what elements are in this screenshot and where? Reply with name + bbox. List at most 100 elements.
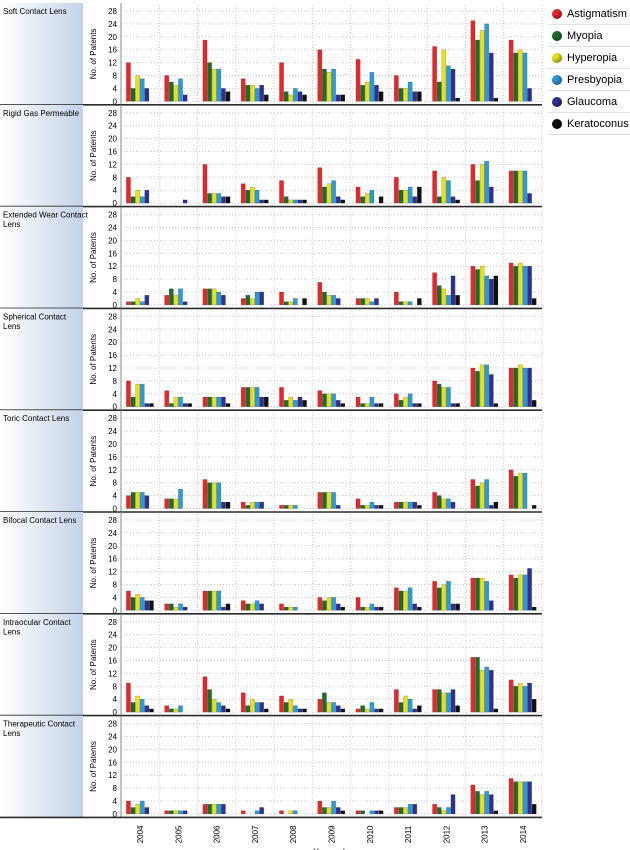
panel-title: Rigid Gas Permeable bbox=[3, 109, 80, 118]
y-tick-label: 4 bbox=[113, 84, 118, 93]
y-axis-title: No. of Patents bbox=[89, 741, 98, 792]
y-tick-label: 8 bbox=[113, 275, 118, 284]
bar: Intraocular Contact Lens | Hyperopia | 2… bbox=[364, 708, 370, 713]
bar: Soft Contact Lens | Presbyopia | 2006: 1… bbox=[216, 68, 222, 102]
bar: Therapeutic Contact Lens | Hyperopia | 2… bbox=[403, 807, 408, 815]
bar: Toric Contact Lens | Keratoconus | 2010:… bbox=[378, 505, 384, 509]
y-tick-label: 12 bbox=[108, 59, 117, 68]
bar: Intraocular Contact Lens | Astigmatism |… bbox=[202, 676, 208, 713]
bar: Intraocular Contact Lens | Keratoconus |… bbox=[263, 708, 269, 713]
bar: Rigid Gas Permeable | Astigmatism | 2013… bbox=[470, 164, 476, 204]
bar: Spherical Contact Lens | Presbyopia | 20… bbox=[522, 367, 528, 407]
bar: Toric Contact Lens | Astigmatism | 2012:… bbox=[432, 492, 437, 509]
y-tick-label: 0 bbox=[113, 199, 118, 208]
bar: Extended Wear Contact Lens | Myopia | 20… bbox=[322, 291, 327, 306]
bar: Toric Contact Lens | Myopia | 2014: 10 bbox=[513, 476, 519, 509]
bar: Therapeutic Contact Lens | Myopia | 2010… bbox=[360, 810, 365, 815]
bar: Toric Contact Lens | Keratoconus | 2011:… bbox=[417, 505, 422, 509]
bar: Toric Contact Lens | Myopia | 2009: 5 bbox=[322, 492, 327, 509]
bar: Therapeutic Contact Lens | Glaucoma | 20… bbox=[488, 794, 494, 815]
bar: Bifocal Contact Lens | Astigmatism | 200… bbox=[164, 603, 170, 611]
x-tick-label: 2009 bbox=[328, 825, 337, 843]
bar: Spherical Contact Lens | Glaucoma | 2006… bbox=[221, 396, 226, 407]
chart-legend: Astigmatism Myopia Hyperopia Presbyopia Glau… bbox=[548, 3, 630, 135]
y-tick-label: 24 bbox=[108, 427, 117, 436]
bar: Extended Wear Contact Lens | Presbyopia … bbox=[407, 301, 413, 306]
x-tick-label: 2014 bbox=[519, 825, 528, 843]
legend-item: Keratoconus bbox=[548, 113, 630, 135]
y-tick-label: 8 bbox=[113, 581, 118, 590]
bar: Intraocular Contact Lens | Glaucoma | 20… bbox=[412, 708, 418, 713]
bar: Bifocal Contact Lens | Glaucoma | 2006: … bbox=[221, 606, 226, 611]
x-tick-label: 2006 bbox=[213, 825, 222, 843]
y-axis-title: No. of Patents bbox=[89, 436, 98, 487]
y-tick-label: 20 bbox=[108, 135, 117, 144]
bar: Toric Contact Lens | Glaucoma | 2013: 1 bbox=[488, 505, 494, 509]
bar: Toric Contact Lens | Astigmatism | 2004:… bbox=[126, 495, 131, 509]
bar: Soft Contact Lens | Keratoconus | 2006: … bbox=[225, 91, 231, 102]
bar: Spherical Contact Lens | Myopia | 2004: … bbox=[130, 396, 136, 407]
bar: Extended Wear Contact Lens | Astigmatism… bbox=[240, 298, 246, 306]
bar: Toric Contact Lens | Astigmatism | 2007:… bbox=[240, 501, 246, 509]
bar: Bifocal Contact Lens | Presbyopia | 2014… bbox=[522, 574, 528, 611]
bar: Soft Contact Lens | Astigmatism | 2010: … bbox=[355, 59, 361, 102]
bar: Bifocal Contact Lens | Myopia | 2005: 2 bbox=[169, 603, 174, 611]
bar: Intraocular Contact Lens | Keratoconus |… bbox=[225, 708, 231, 713]
panel-title: Extended Wear Contact Lens bbox=[3, 211, 89, 230]
y-tick-label: 16 bbox=[108, 453, 117, 462]
bar: Toric Contact Lens | Hyperopia | 2011: 2 bbox=[403, 501, 408, 509]
panel-strip bbox=[0, 512, 83, 614]
bar: Spherical Contact Lens | Glaucoma | 2004… bbox=[144, 403, 150, 407]
bar: Spherical Contact Lens | Keratoconus | 2… bbox=[225, 403, 231, 407]
bar: Bifocal Contact Lens | Glaucoma | 2009: … bbox=[335, 603, 341, 611]
bar: Extended Wear Contact Lens | Hyperopia |… bbox=[326, 295, 332, 306]
bar: Bifocal Contact Lens | Myopia | 2014: 10 bbox=[513, 577, 519, 611]
chart-panel: Soft Contact Lens 0 4 8 12 16 20 24 28 No. of Pat… bbox=[0, 3, 543, 106]
bar: Intraocular Contact Lens | Hyperopia | 2… bbox=[518, 682, 523, 713]
bar: Toric Contact Lens | Myopia | 2004: 5 bbox=[130, 492, 136, 509]
bar: Spherical Contact Lens | Astigmatism | 2… bbox=[508, 367, 514, 407]
bar: Spherical Contact Lens | Presbyopia | 20… bbox=[484, 364, 489, 407]
bar: Extended Wear Contact Lens | Keratoconus… bbox=[417, 298, 422, 306]
bar: Intraocular Contact Lens | Astigmatism |… bbox=[279, 695, 284, 713]
bar: Therapeutic Contact Lens | Hyperopia | 2… bbox=[441, 810, 447, 815]
y-axis-title: No. of Patents bbox=[89, 538, 98, 589]
bar: Therapeutic Contact Lens | Presbyopia | … bbox=[293, 810, 298, 815]
bar: Bifocal Contact Lens | Glaucoma | 2012: … bbox=[450, 603, 456, 611]
y-tick-label: 16 bbox=[108, 657, 117, 666]
bar: Therapeutic Contact Lens | Presbyopia | … bbox=[446, 807, 451, 815]
bar: Extended Wear Contact Lens | Hyperopia |… bbox=[135, 298, 140, 306]
bar: Intraocular Contact Lens | Myopia | 2010… bbox=[360, 705, 365, 713]
bar: Rigid Gas Permeable | Glaucoma | 2007: 1 bbox=[259, 199, 264, 204]
bar: Spherical Contact Lens | Glaucoma | 2013… bbox=[488, 374, 494, 407]
bar: Therapeutic Contact Lens | Myopia | 2014… bbox=[513, 781, 519, 815]
y-tick-label: 28 bbox=[108, 516, 117, 525]
y-tick-label: 20 bbox=[108, 644, 117, 653]
bar: Soft Contact Lens | Astigmatism | 2014: … bbox=[508, 39, 514, 102]
bar: Rigid Gas Permeable | Myopia | 2011: 4 bbox=[398, 189, 404, 204]
legend-item: Glaucoma bbox=[548, 91, 630, 113]
bar: Therapeutic Contact Lens | Glaucoma | 20… bbox=[374, 810, 379, 815]
bar: Intraocular Contact Lens | Presbyopia | … bbox=[293, 705, 298, 713]
x-tick-label: 2008 bbox=[289, 825, 298, 843]
bar: Soft Contact Lens | Presbyopia | 2009: 1… bbox=[331, 68, 336, 102]
bar: Spherical Contact Lens | Keratoconus | 2… bbox=[187, 403, 193, 407]
bar: Extended Wear Contact Lens | Presbyopia … bbox=[293, 298, 298, 306]
bar: Intraocular Contact Lens | Keratoconus |… bbox=[417, 705, 422, 713]
legend-item: Hyperopia bbox=[548, 47, 630, 69]
bar: Toric Contact Lens | Keratoconus | 2006:… bbox=[225, 501, 231, 509]
bar: Bifocal Contact Lens | Myopia | 2012: 7 bbox=[436, 587, 442, 611]
y-tick-label: 24 bbox=[108, 122, 117, 131]
legend-swatch bbox=[552, 118, 562, 129]
bar: Rigid Gas Permeable | Glaucoma | 2008: 1 bbox=[297, 199, 303, 204]
y-tick-label: 12 bbox=[108, 466, 117, 475]
bar: Bifocal Contact Lens | Presbyopia | 2012… bbox=[446, 581, 451, 611]
bar: Spherical Contact Lens | Myopia | 2013: … bbox=[475, 371, 480, 407]
y-tick-label: 24 bbox=[108, 529, 117, 538]
bar: Intraocular Contact Lens | Hyperopia | 2… bbox=[135, 695, 140, 713]
bar: Spherical Contact Lens | Astigmatism | 2… bbox=[432, 380, 437, 407]
bar: Bifocal Contact Lens | Myopia | 2009: 3 bbox=[322, 600, 327, 611]
bar: Rigid Gas Permeable | Astigmatism | 2011… bbox=[394, 177, 399, 204]
bar: Bifocal Contact Lens | Glaucoma | 2007: … bbox=[259, 603, 264, 611]
bar: Extended Wear Contact Lens | Astigmatism… bbox=[394, 291, 399, 306]
